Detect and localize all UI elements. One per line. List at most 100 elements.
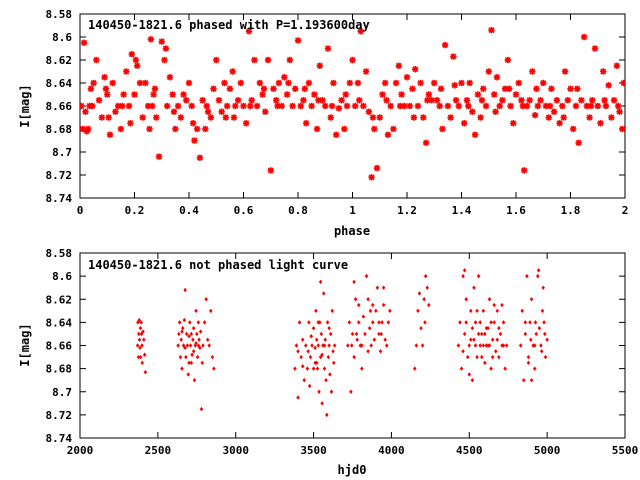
data-point	[422, 139, 430, 146]
data-point	[204, 108, 212, 115]
data-point	[140, 343, 144, 348]
data-point	[140, 360, 145, 366]
data-point	[532, 343, 537, 348]
data-point	[187, 334, 191, 339]
y-tick-label: 8.68	[46, 123, 73, 136]
y-tick-label: 8.64	[46, 77, 73, 90]
data-point	[332, 360, 336, 366]
data-points	[80, 26, 625, 181]
data-point	[540, 308, 545, 314]
data-point	[149, 102, 156, 110]
data-point	[324, 377, 328, 383]
data-point	[132, 56, 140, 64]
data-point	[534, 102, 541, 110]
data-point	[362, 68, 370, 75]
x-axis-ticks: 2000 2500 3000 3500 4000 4500 5000 5500	[67, 253, 638, 457]
data-point	[289, 102, 296, 110]
data-point	[456, 343, 461, 348]
data-point	[608, 114, 615, 121]
data-point	[497, 354, 501, 360]
data-point	[465, 102, 472, 110]
y-tick-label: 8.7	[52, 146, 72, 159]
data-point	[346, 343, 350, 348]
data-point	[480, 85, 487, 92]
data-point	[323, 337, 328, 342]
data-point	[215, 97, 223, 104]
data-point	[539, 349, 544, 354]
data-point	[199, 97, 206, 104]
data-point	[335, 105, 343, 112]
data-point	[82, 108, 89, 115]
data-point	[327, 325, 331, 331]
data-point	[346, 79, 353, 87]
data-point	[398, 91, 405, 98]
data-point	[139, 114, 146, 121]
data-point	[542, 320, 546, 325]
y-tick-label: 8.72	[46, 409, 73, 422]
data-point	[349, 343, 354, 348]
data-point	[329, 389, 334, 394]
data-point	[106, 131, 114, 138]
data-point	[613, 62, 621, 69]
data-point	[299, 354, 303, 360]
data-point	[212, 366, 216, 371]
data-point	[486, 325, 490, 331]
data-point	[352, 102, 359, 110]
data-point	[183, 345, 187, 351]
data-point	[500, 302, 504, 308]
data-point	[326, 354, 331, 360]
y-axis-ticks: 8.58 8.6 8.62 8.64 8.66 8.68 8.7 8.72 8.74	[46, 8, 625, 205]
raw-light-curve-panel: 8.588.68.628.648.668.688.78.728.74 2000 2…	[18, 247, 638, 477]
data-point	[366, 297, 370, 302]
data-point	[253, 102, 261, 110]
data-point	[493, 74, 501, 81]
data-point	[561, 68, 569, 75]
data-point	[207, 343, 212, 348]
data-point	[139, 331, 144, 337]
data-point	[478, 97, 486, 104]
data-point	[127, 120, 134, 127]
data-point	[522, 377, 526, 383]
data-point	[341, 125, 348, 133]
data-point	[525, 273, 529, 279]
data-point	[594, 102, 601, 110]
x-tick-label: 1.8	[561, 204, 581, 217]
y-axis-label: I[mag]	[18, 323, 32, 366]
data-point	[469, 108, 476, 115]
data-point	[529, 68, 536, 75]
data-point	[327, 114, 334, 121]
data-point	[436, 102, 443, 110]
data-point	[474, 91, 482, 98]
data-point	[139, 320, 143, 325]
data-point	[410, 114, 418, 121]
data-point	[283, 91, 291, 98]
data-point	[199, 406, 204, 412]
data-point	[537, 97, 544, 104]
data-point	[170, 108, 178, 115]
data-point	[325, 412, 329, 418]
data-point	[338, 97, 345, 104]
data-point	[195, 331, 199, 337]
data-point	[491, 91, 498, 98]
data-point	[478, 343, 482, 348]
data-point	[311, 325, 316, 331]
data-point	[519, 102, 527, 110]
data-point	[296, 349, 300, 354]
data-point	[330, 308, 335, 314]
data-point	[302, 377, 306, 383]
data-point	[481, 343, 486, 348]
data-point	[369, 114, 377, 121]
y-tick-label: 8.58	[46, 247, 73, 260]
data-point	[317, 389, 321, 394]
data-point	[301, 85, 309, 92]
data-point	[507, 102, 514, 110]
y-axis-label: I[mag]	[18, 84, 32, 127]
data-point	[147, 36, 155, 43]
data-point	[328, 102, 336, 110]
data-point	[354, 331, 359, 337]
data-point	[218, 108, 225, 115]
data-point	[518, 343, 523, 348]
data-point	[314, 360, 319, 366]
data-point	[356, 97, 363, 104]
data-point	[286, 56, 294, 64]
